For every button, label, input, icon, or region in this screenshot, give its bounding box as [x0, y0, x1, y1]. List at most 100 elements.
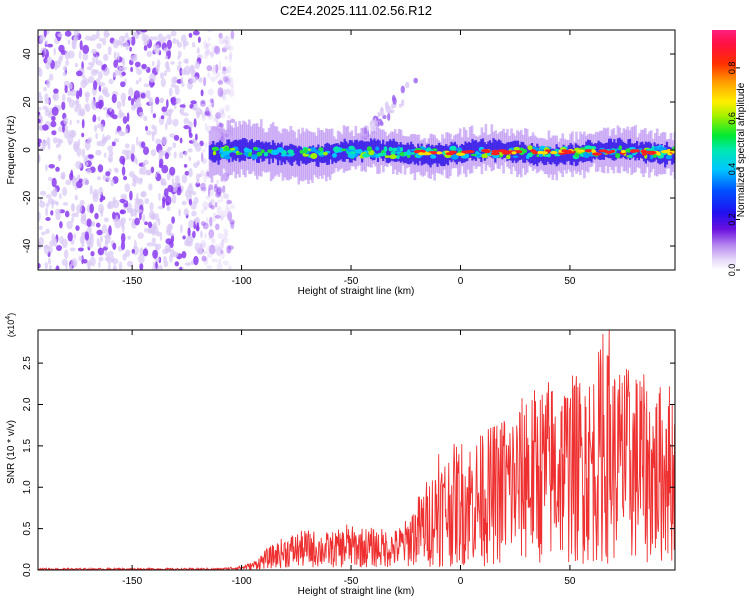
- noise-blob: [225, 205, 229, 212]
- noise-blob: [162, 111, 169, 116]
- noise-blob: [218, 61, 222, 71]
- spectrogram-y-tick-label: -40: [22, 238, 33, 253]
- noise-blob: [224, 80, 232, 86]
- noise-blob: [108, 150, 114, 157]
- noise-blob: [217, 72, 221, 78]
- noise-blob: [151, 213, 156, 220]
- noise-blob: [85, 161, 89, 166]
- noise-blob: [193, 255, 199, 266]
- noise-blob: [98, 256, 104, 262]
- signal-hotspot: [212, 151, 217, 156]
- spectrogram-y-axis-label: Frequency (Hz): [6, 116, 17, 185]
- noise-blob: [201, 185, 207, 193]
- noise-blob: [131, 143, 136, 154]
- noise-blob: [208, 184, 214, 191]
- noise-blob: [88, 76, 95, 84]
- colorbar-label: Normalized spectral amplitude: [736, 82, 747, 217]
- noise-blob: [166, 99, 169, 109]
- noise-blob: [168, 113, 172, 119]
- signal-hotspot: [224, 154, 231, 160]
- noise-blob: [160, 78, 166, 88]
- noise-blob: [38, 225, 43, 231]
- signal-core: [285, 145, 288, 161]
- noise-blob: [58, 154, 61, 162]
- noise-blob: [149, 202, 154, 212]
- noise-blob: [170, 97, 176, 104]
- signal-hotspot: [470, 153, 477, 157]
- noise-blob: [200, 101, 206, 107]
- noise-blob: [191, 210, 197, 217]
- noise-blob: [96, 43, 102, 50]
- signal-hotspot: [362, 153, 370, 158]
- signal-peak: [561, 149, 568, 153]
- noise-blob: [67, 232, 73, 242]
- signal-core: [250, 139, 253, 158]
- signal-hotspot: [341, 148, 347, 152]
- noise-blob: [188, 132, 193, 139]
- branch-blob: [405, 81, 410, 89]
- noise-blob: [226, 199, 233, 205]
- noise-blob: [63, 249, 69, 260]
- noise-blob: [202, 201, 209, 210]
- noise-blob: [225, 41, 231, 50]
- snr-y-tick-label: 1.5: [22, 438, 33, 452]
- noise-blob: [206, 216, 209, 225]
- noise-blob: [79, 40, 83, 51]
- signal-hotspot: [310, 153, 318, 159]
- noise-blob: [195, 107, 202, 116]
- noise-blob: [111, 141, 116, 147]
- noise-blob: [179, 266, 183, 270]
- noise-blob: [221, 238, 225, 245]
- noise-blob: [43, 57, 48, 64]
- noise-blob: [223, 89, 231, 95]
- noise-blob: [183, 164, 188, 168]
- noise-blob: [206, 265, 212, 270]
- noise-blob: [164, 244, 171, 253]
- signal-hotspot: [625, 148, 632, 153]
- noise-blob: [227, 46, 234, 51]
- noise-blob: [48, 73, 54, 81]
- noise-blob: [220, 196, 223, 203]
- noise-blob: [225, 229, 229, 237]
- signal-core: [301, 148, 304, 164]
- noise-blob: [59, 192, 62, 200]
- signal-core: [608, 138, 611, 159]
- noise-blob: [199, 109, 203, 115]
- signal-hotspot: [396, 146, 401, 153]
- noise-blob: [50, 210, 54, 216]
- noise-blob: [89, 256, 96, 267]
- noise-blob: [202, 158, 208, 164]
- noise-blob: [69, 263, 73, 270]
- noise-blob: [200, 89, 204, 97]
- noise-blob: [56, 245, 62, 251]
- noise-blob: [44, 93, 49, 102]
- noise-blob: [178, 61, 182, 65]
- noise-blob: [152, 61, 155, 67]
- signal-hotspot: [512, 155, 519, 158]
- snr-x-tick-label: -50: [344, 576, 359, 587]
- noise-blob: [84, 104, 88, 110]
- signal-core: [553, 149, 556, 165]
- signal-core: [210, 144, 213, 161]
- noise-blob: [64, 30, 72, 37]
- noise-blob: [220, 110, 226, 119]
- snr-frame: [37, 329, 676, 571]
- noise-blob: [113, 138, 120, 143]
- branch-blob: [385, 105, 391, 114]
- signal-peak: [640, 149, 647, 153]
- noise-blob: [167, 146, 173, 151]
- noise-blob: [112, 266, 117, 270]
- noise-blob: [172, 142, 177, 149]
- noise-blob: [38, 95, 43, 103]
- signal-hotspot: [348, 145, 355, 150]
- signal-core: [474, 140, 478, 161]
- signal-core: [238, 139, 241, 163]
- noise-blob: [131, 98, 134, 107]
- noise-blob: [73, 30, 80, 37]
- signal-hotspot: [250, 154, 258, 160]
- signal-peak: [418, 149, 426, 153]
- noise-blob: [47, 257, 51, 265]
- branch-blob: [377, 121, 380, 127]
- noise-blob: [61, 258, 68, 266]
- noise-blob: [201, 110, 206, 119]
